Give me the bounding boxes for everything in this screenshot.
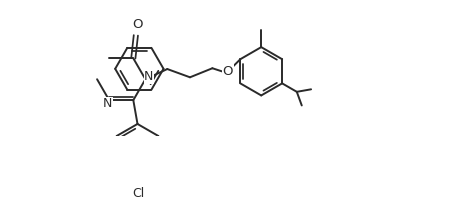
Text: N: N	[144, 70, 153, 83]
Text: N: N	[103, 98, 112, 110]
Text: O: O	[223, 65, 233, 78]
Text: Cl: Cl	[132, 187, 144, 200]
Text: O: O	[132, 18, 142, 31]
